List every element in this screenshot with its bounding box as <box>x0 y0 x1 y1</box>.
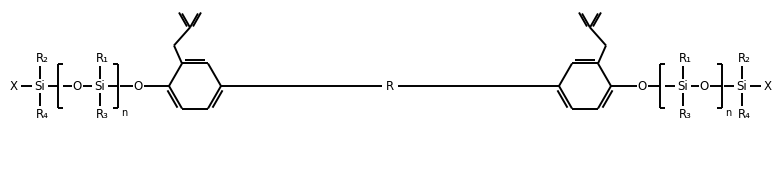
Text: n: n <box>725 108 731 118</box>
Text: R₄: R₄ <box>738 108 750 121</box>
Text: R₁: R₁ <box>679 52 692 65</box>
Text: R: R <box>386 79 394 92</box>
Text: Si: Si <box>94 79 105 92</box>
Text: Si: Si <box>34 79 45 92</box>
Text: n: n <box>121 108 127 118</box>
Text: Si: Si <box>736 79 747 92</box>
Text: R₄: R₄ <box>36 108 48 121</box>
Text: X: X <box>10 79 18 92</box>
Text: O: O <box>637 79 647 92</box>
Text: O: O <box>700 79 708 92</box>
Text: Si: Si <box>678 79 689 92</box>
Text: R₁: R₁ <box>95 52 108 65</box>
Text: R₂: R₂ <box>738 52 750 65</box>
Text: R₂: R₂ <box>36 52 48 65</box>
Text: O: O <box>73 79 82 92</box>
Text: R₃: R₃ <box>679 108 691 121</box>
Text: R₃: R₃ <box>96 108 108 121</box>
Text: O: O <box>133 79 143 92</box>
Text: X: X <box>764 79 772 92</box>
